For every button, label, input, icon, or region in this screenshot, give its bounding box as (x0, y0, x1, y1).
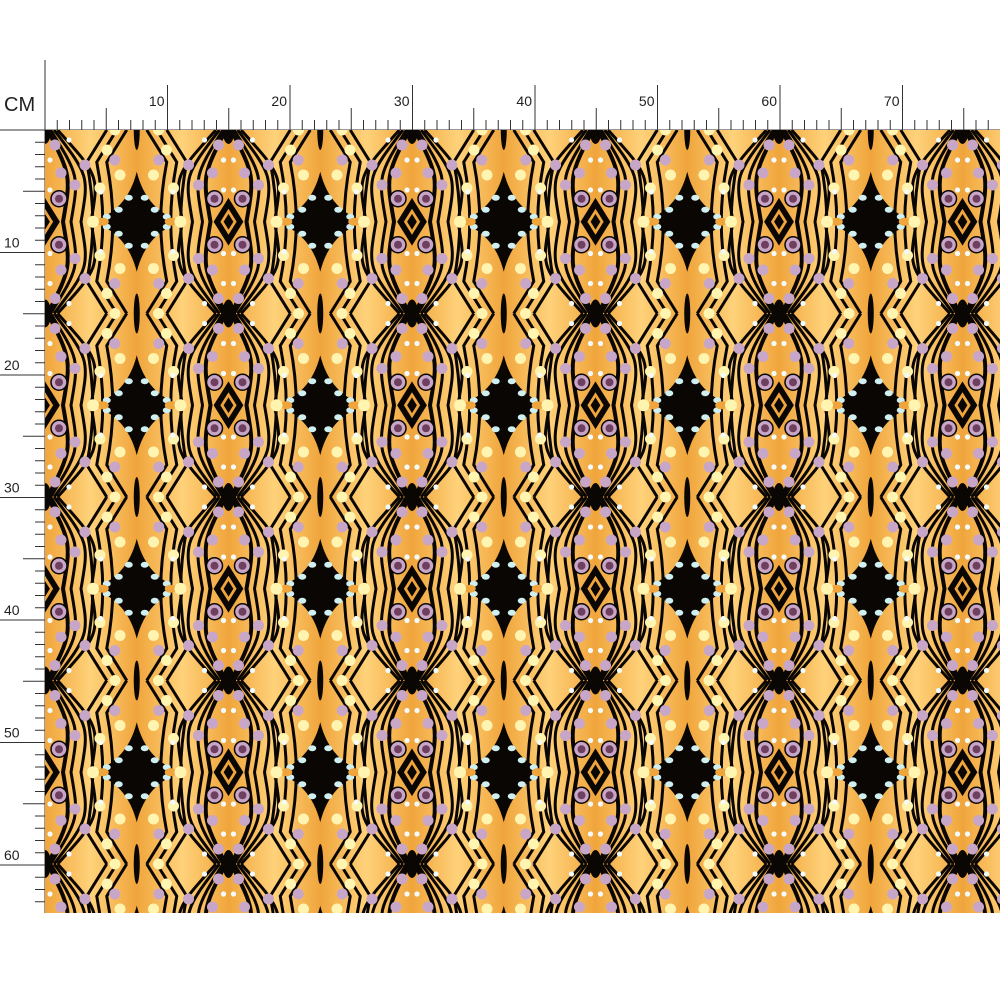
ruler-top-label: 40 (516, 93, 532, 109)
fabric-pattern (45, 130, 1000, 913)
fabric-preview (45, 130, 1000, 913)
ruler-left-label: 50 (4, 725, 20, 741)
ruler-left-label: 10 (4, 235, 20, 251)
ruler-unit-label: CM (4, 94, 36, 116)
ruler-left-label: 20 (4, 357, 20, 373)
ruler-left-label: 30 (4, 480, 20, 496)
ruler-top-label: 10 (149, 93, 165, 109)
ruler-top-label: 70 (884, 93, 900, 109)
ruler-top-label: 30 (394, 93, 410, 109)
ruler-left-label: 40 (4, 602, 20, 618)
ruler-top-label: 50 (639, 93, 655, 109)
ruler-left-label: 60 (4, 847, 20, 863)
ruler-top-label: 20 (271, 93, 287, 109)
fabric-pattern-fill (45, 130, 1000, 913)
ruler-top-label: 60 (761, 93, 777, 109)
